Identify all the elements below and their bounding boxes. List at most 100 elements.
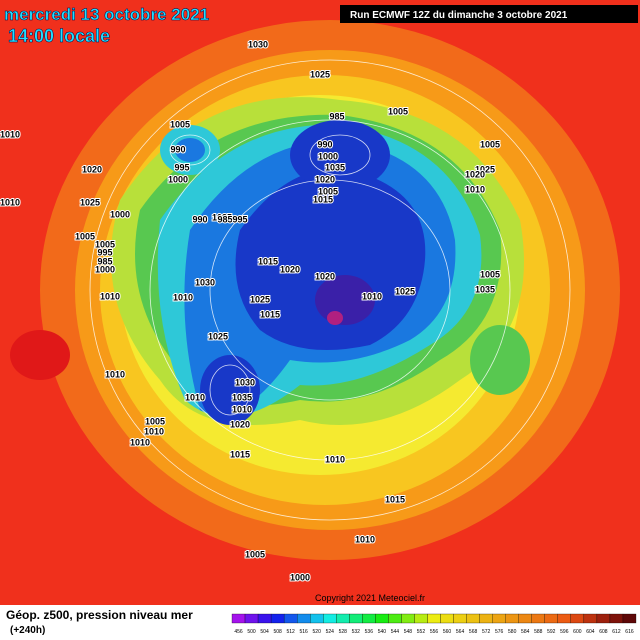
isobar-label: 1010 [100,291,120,301]
run-box [340,5,638,23]
scale-label: 508 [273,629,282,635]
isobar-label: 995 [232,214,247,224]
scale-label: 544 [391,629,400,635]
isobar-label: 1035 [232,392,252,402]
isobar-label: 1005 [245,549,265,559]
scale-swatch [349,613,363,624]
isobar-label: 1015 [313,194,333,204]
scale-swatch [427,613,441,624]
isobar-label: 1030 [235,377,255,387]
isobar-label: 1020 [465,169,485,179]
isobar-label: 1025 [208,331,228,341]
scale-swatch [570,613,585,624]
scale-swatch [336,613,350,624]
scale-swatch [323,613,337,624]
scale-swatch [375,613,389,624]
scale-swatch [609,613,624,624]
run-info: Run ECMWF 12Z du dimanche 3 octobre 2021 [350,10,568,21]
isobar-label: 1010 [465,184,485,194]
isobar-label: 1010 [355,534,375,544]
scale-label: 576 [495,629,504,635]
isobars [89,59,571,521]
isobar-label: 1005 [480,139,500,149]
scale-swatch [622,613,637,624]
scale-swatch [414,613,428,624]
isobar-label: 1030 [195,277,215,287]
scale-label: 592 [547,629,556,635]
scale-label: 588 [534,629,543,635]
isobar-label: 1010 [105,369,125,379]
lead-time: (+240h) [10,625,45,636]
scale-label: 532 [352,629,361,635]
isobar-label: 1025 [310,69,330,79]
scale-swatch [231,613,246,624]
isobar-label: 1005 [480,269,500,279]
isobar-label: 1035 [325,162,345,172]
isobar-label: 1005 [388,106,408,116]
scale-label: 568 [469,629,478,635]
scale-label: 604 [586,629,595,635]
isobar-label: 1020 [315,174,335,184]
isobar-label: 1010 [0,197,20,207]
isobar-label: 1010 [130,437,150,447]
isobar-label: 1010 [362,291,382,301]
isobar-label: 990 [192,214,207,224]
scale-swatch [257,613,272,624]
scale-swatch [505,613,519,624]
isobar-label: 1025 [250,294,270,304]
isobar-label: 1005 [170,119,190,129]
scale-label: 564 [456,629,465,635]
scale-swatch [544,613,558,624]
isobar-label: 1000 [168,174,188,184]
isobar-label: 990 [317,139,332,149]
isobar-label: 990 [170,144,185,154]
time-title: 14:00 locale [8,26,110,46]
scale-swatch [466,613,480,624]
isobar-label: 1015 [230,449,250,459]
scale-label: 456 [234,629,243,635]
scale-swatch [401,613,415,624]
scale-label: 500 [247,629,256,635]
isobar-label: 1000 [110,209,130,219]
scale-label: 540 [378,629,387,635]
scale-label: 524 [326,629,335,635]
scale-swatch [453,613,467,624]
isobar-label: 1025 [80,197,100,207]
isobar-label: 1000 [95,264,115,274]
scale-swatch [557,613,571,624]
isobar-label: 1000 [318,151,338,161]
scale-swatch [283,613,298,624]
scale-label: 600 [573,629,582,635]
isobar-label: 1010 [232,404,252,414]
scale-swatch [596,613,611,624]
isobar-label: 1000 [290,572,310,582]
scale-label: 536 [365,629,374,635]
isobar-label: 1025 [395,286,415,296]
isobar-label: 1025 [475,164,495,174]
isobar-label: 985 [217,214,232,224]
isobar-label: 1010 [144,426,164,436]
isobar-label: 1020 [82,164,102,174]
scale-swatch [479,613,493,624]
isobar-label: 1010 [185,392,205,402]
scale-label: 520 [313,629,322,635]
copyright: Copyright 2021 Meteociel.fr [315,593,425,603]
scale-swatch [492,613,506,624]
isobar-label: 1020 [230,419,250,429]
scale-label: 512 [286,629,295,635]
isobar-label: 1025 [212,212,232,222]
scale-swatch [531,613,545,624]
scale-label: 560 [443,629,452,635]
isobar-label: 985 [97,256,112,266]
scale-label: 504 [260,629,269,635]
legend-title: Géop. z500, pression niveau mer [6,608,193,622]
scale-label: 548 [404,629,413,635]
scale-swatch [518,613,532,624]
isobar-label: 995 [174,162,189,172]
scale-label: 552 [417,629,426,635]
isobar-label: 1005 [75,231,95,241]
scale-swatch [362,613,376,624]
isobar-label: 1020 [315,271,335,281]
date-title: mercredi 13 octobre 2021 [4,5,209,24]
